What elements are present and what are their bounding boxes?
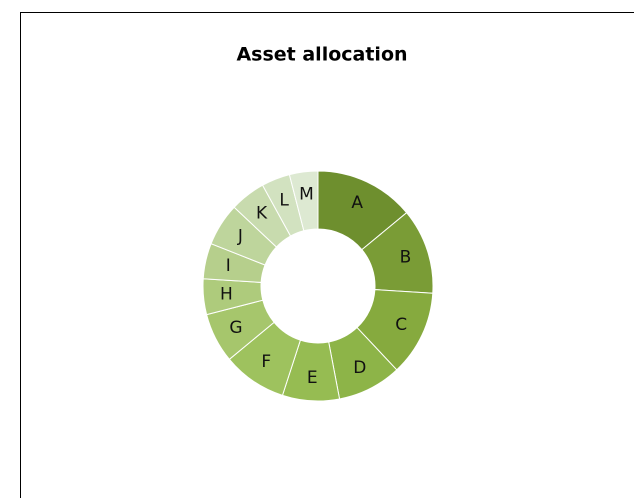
- slice-label: L: [279, 190, 289, 210]
- slice-label: K: [256, 203, 268, 223]
- slice-label: D: [353, 358, 366, 378]
- slice-label: H: [220, 285, 233, 305]
- slice-label: B: [400, 248, 412, 268]
- slice-label: C: [395, 315, 407, 335]
- slice-label: F: [261, 352, 271, 372]
- chart-title: Asset allocation: [236, 44, 407, 66]
- slice-label: E: [307, 368, 318, 388]
- slice-label: I: [226, 256, 231, 276]
- slice: [288, 170, 319, 232]
- slice-label: J: [237, 227, 243, 247]
- slice-label: M: [299, 185, 314, 205]
- chart-frame: [20, 12, 634, 498]
- slice-label: A: [351, 193, 363, 213]
- slice-label: G: [229, 318, 242, 338]
